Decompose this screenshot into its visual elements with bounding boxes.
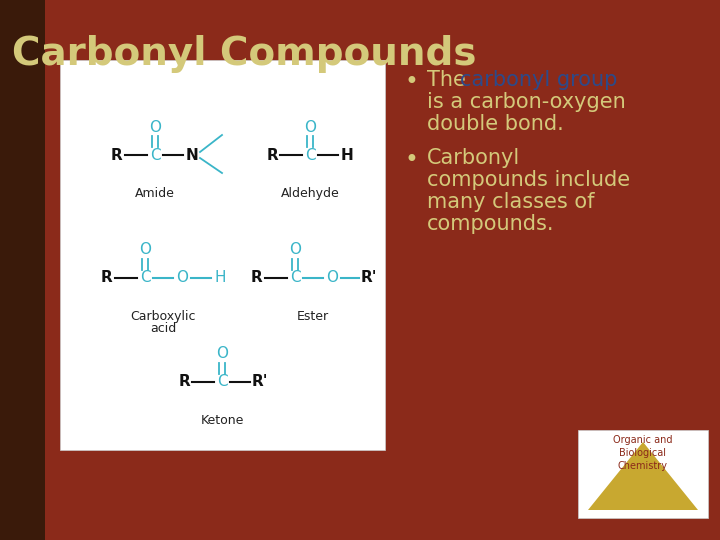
Text: R: R bbox=[101, 271, 113, 286]
Text: •: • bbox=[405, 70, 419, 94]
Text: many classes of: many classes of bbox=[427, 192, 595, 212]
Text: R: R bbox=[266, 147, 278, 163]
Text: double bond.: double bond. bbox=[427, 114, 564, 134]
Text: R': R' bbox=[361, 271, 377, 286]
Text: N: N bbox=[186, 147, 199, 163]
Text: Carbonyl Compounds: Carbonyl Compounds bbox=[12, 35, 477, 73]
Text: C: C bbox=[140, 271, 150, 286]
Text: C: C bbox=[305, 147, 315, 163]
Text: Amide: Amide bbox=[135, 187, 175, 200]
Text: Ester: Ester bbox=[297, 310, 329, 323]
Text: Aldehyde: Aldehyde bbox=[281, 187, 339, 200]
Text: O: O bbox=[176, 271, 188, 286]
Text: O: O bbox=[149, 119, 161, 134]
FancyBboxPatch shape bbox=[578, 430, 708, 518]
Text: R: R bbox=[111, 147, 123, 163]
Text: carbonyl group: carbonyl group bbox=[460, 70, 617, 90]
Text: R: R bbox=[251, 271, 263, 286]
Text: O: O bbox=[139, 242, 151, 258]
Text: R: R bbox=[178, 375, 190, 389]
Text: The: The bbox=[427, 70, 472, 90]
Text: Organic and
Biological
Chemistry: Organic and Biological Chemistry bbox=[613, 435, 672, 471]
Text: H: H bbox=[341, 147, 354, 163]
FancyBboxPatch shape bbox=[60, 60, 385, 450]
Text: C: C bbox=[217, 375, 228, 389]
Text: C: C bbox=[289, 271, 300, 286]
Text: acid: acid bbox=[150, 322, 176, 335]
FancyBboxPatch shape bbox=[0, 0, 45, 540]
Text: Carbonyl: Carbonyl bbox=[427, 148, 521, 168]
Text: Carboxylic: Carboxylic bbox=[130, 310, 196, 323]
Text: Ketone: Ketone bbox=[200, 414, 243, 427]
Text: O: O bbox=[326, 271, 338, 286]
Text: compounds include: compounds include bbox=[427, 170, 630, 190]
Text: H: H bbox=[215, 271, 226, 286]
Text: O: O bbox=[216, 347, 228, 361]
Text: C: C bbox=[150, 147, 161, 163]
Text: is a carbon-oxygen: is a carbon-oxygen bbox=[427, 92, 626, 112]
Text: O: O bbox=[289, 242, 301, 258]
Text: R': R' bbox=[252, 375, 269, 389]
Text: compounds.: compounds. bbox=[427, 214, 554, 234]
Polygon shape bbox=[588, 442, 698, 510]
Text: O: O bbox=[304, 119, 316, 134]
Text: •: • bbox=[405, 148, 419, 172]
